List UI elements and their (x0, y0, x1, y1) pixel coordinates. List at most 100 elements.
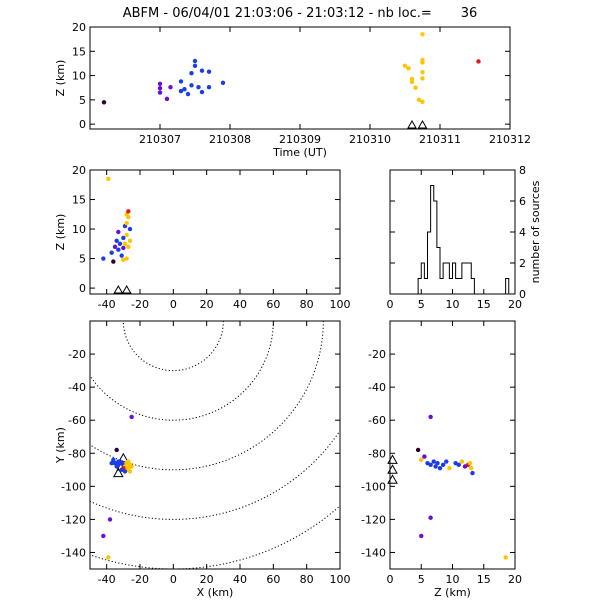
x-tick-label: 40 (233, 573, 247, 586)
x-axis-label: X (km) (197, 586, 234, 599)
x-tick-label: -20 (131, 573, 149, 586)
y-tick-label: 4 (519, 226, 526, 239)
data-point (459, 459, 465, 464)
y-axis-label: number of sources (529, 180, 542, 283)
data-point (420, 69, 425, 75)
station-marker (387, 474, 398, 484)
data-point (428, 462, 433, 468)
data-point (206, 69, 212, 74)
station-marker (387, 454, 398, 464)
y-tick-label: -40 (368, 381, 386, 394)
y-tick-label: -60 (68, 414, 86, 427)
x-tick-label: 210312 (489, 133, 531, 146)
data-point (220, 80, 226, 86)
data-point (109, 250, 114, 255)
y-tick-label: -100 (361, 480, 386, 493)
data-point (435, 460, 440, 466)
data-point (127, 238, 133, 244)
data-point (447, 465, 452, 471)
data-point (101, 256, 106, 261)
y-axis-label: Z (km) (54, 214, 67, 251)
data-point (129, 464, 134, 469)
y-tick-label: -120 (361, 513, 386, 526)
data-point (126, 244, 131, 249)
data-point (431, 459, 436, 464)
x-tick-label: 15 (477, 298, 491, 311)
x-tick-label: 80 (300, 298, 314, 311)
data-point (402, 63, 408, 69)
data-point (114, 238, 119, 244)
x-tick-label: 10 (446, 298, 460, 311)
data-point (503, 555, 508, 560)
data-point (112, 244, 118, 249)
station-marker (113, 284, 124, 294)
data-point (178, 79, 184, 84)
data-point (116, 229, 121, 235)
x-tick-label: -40 (98, 573, 116, 586)
x-tick-label: 100 (330, 298, 351, 311)
x-tick-label: 210308 (209, 133, 251, 146)
x-tick-label: 20 (200, 573, 214, 586)
y-tick-label: -120 (61, 513, 86, 526)
x-tick-label: 0 (170, 573, 177, 586)
y-tick-label: 15 (72, 194, 86, 207)
data-point (101, 533, 106, 539)
data-point (456, 462, 461, 468)
data-point (157, 90, 163, 95)
x-tick-label: -20 (131, 298, 149, 311)
panel-plan_view: -40 -20 0 20 40 60 80 100 -20 -40 -60 -80 -100 -120 -1… (54, 320, 351, 599)
y-tick-label: 0 (79, 118, 86, 131)
data-point (419, 533, 424, 539)
data-point (101, 100, 107, 105)
x-tick-label: 60 (266, 573, 280, 586)
data-point (119, 253, 124, 258)
x-tick-label: 5 (418, 573, 425, 586)
data-point (185, 91, 191, 97)
y-axis-label: Y (km) (54, 427, 67, 464)
x-tick-label: 20 (508, 573, 522, 586)
data-point (124, 256, 129, 261)
station-marker (121, 284, 132, 294)
data-point (433, 464, 438, 469)
data-point (440, 462, 446, 468)
data-point (126, 209, 131, 214)
data-point (127, 469, 133, 474)
x-tick-label: 210307 (139, 133, 181, 146)
data-point (196, 85, 201, 90)
data-point (121, 245, 126, 251)
data-point (422, 454, 427, 459)
data-point (106, 176, 111, 182)
data-point (409, 79, 415, 85)
station-marker (117, 452, 129, 463)
x-tick-label: 20 (508, 298, 522, 311)
data-point (206, 85, 212, 90)
data-point (428, 515, 433, 520)
x-tick-label: 5 (418, 298, 425, 311)
data-point (420, 57, 425, 63)
plot-frame (89, 320, 341, 570)
y-tick-label: 5 (79, 253, 86, 266)
y-tick-label: 20 (72, 21, 86, 34)
data-point (122, 241, 128, 247)
station-marker (387, 464, 398, 474)
data-point (168, 85, 173, 90)
y-tick-label: -20 (368, 348, 386, 361)
data-point (437, 465, 443, 471)
x-tick-label: 40 (233, 298, 247, 311)
y-tick-label: 0 (79, 282, 86, 295)
y-tick-label: -20 (68, 348, 86, 361)
data-point (111, 259, 116, 264)
x-tick-label: 100 (330, 573, 351, 586)
data-point (117, 241, 123, 247)
plot-frame (89, 169, 341, 295)
data-point (126, 459, 131, 464)
y-tick-label: -140 (61, 546, 86, 559)
data-point (112, 460, 118, 466)
data-point (126, 215, 131, 220)
y-tick-label: 10 (72, 70, 86, 83)
y-tick-label: -40 (68, 381, 86, 394)
panel-x_height: -40 -20 0 20 40 60 80 100 0 5 10 15 20 Z (km) (54, 164, 351, 311)
data-point (109, 460, 114, 466)
